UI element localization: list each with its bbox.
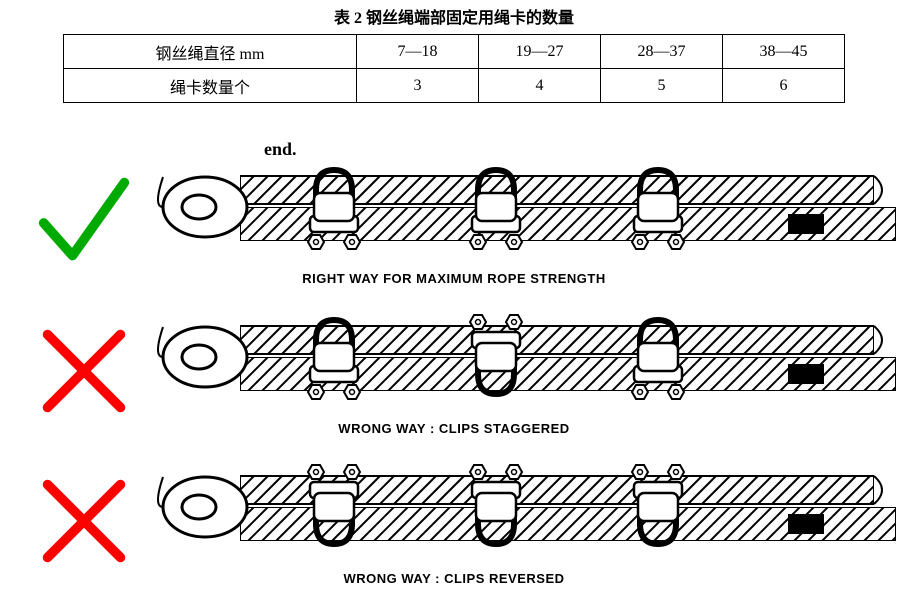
table-row: 绳卡数量个 3 4 5 6 (64, 69, 845, 103)
rope-assembly (0, 297, 908, 417)
row-label: 绳卡数量个 (64, 69, 357, 103)
diagram-row: RIGHT WAY FOR MAXIMUM ROPE STRENGTH (0, 147, 908, 297)
diagram-row: WRONG WAY : CLIPS REVERSED (0, 447, 908, 597)
cell: 6 (723, 69, 845, 103)
cell: 7—18 (357, 35, 479, 69)
cell: 3 (357, 69, 479, 103)
table-row: 钢丝绳直径 mm 7—18 19—27 28—37 38—45 (64, 35, 845, 69)
wire-rope-clip-diagram: end. RIGHT WAY FOR MAXIMUM ROPE STRENGTH… (0, 147, 908, 597)
rope-assembly (0, 147, 908, 267)
diagram-caption: RIGHT WAY FOR MAXIMUM ROPE STRENGTH (0, 271, 908, 286)
diagram-caption: WRONG WAY : CLIPS STAGGERED (0, 421, 908, 436)
cell: 5 (601, 69, 723, 103)
cell: 19—27 (479, 35, 601, 69)
cell: 28—37 (601, 35, 723, 69)
rope-assembly (0, 447, 908, 567)
cell: 4 (479, 69, 601, 103)
diagram-row: WRONG WAY : CLIPS STAGGERED (0, 297, 908, 447)
table-title: 表 2 钢丝绳端部固定用绳卡的数量 (0, 0, 908, 34)
row-label: 钢丝绳直径 mm (64, 35, 357, 69)
diagram-caption: WRONG WAY : CLIPS REVERSED (0, 571, 908, 586)
clip-count-table: 钢丝绳直径 mm 7—18 19—27 28—37 38—45 绳卡数量个 3 … (63, 34, 845, 103)
check-icon (36, 173, 132, 269)
cell: 38—45 (723, 35, 845, 69)
cross-icon (36, 323, 132, 419)
cross-icon (36, 473, 132, 569)
